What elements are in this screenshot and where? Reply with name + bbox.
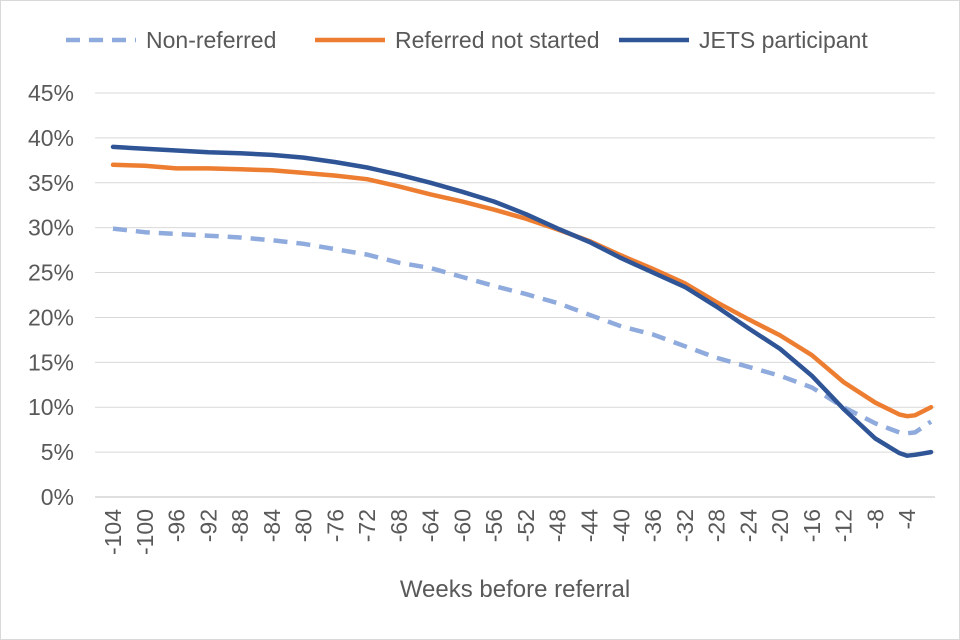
x-tick-label: -4 [894,509,920,530]
x-tick-label: -80 [291,509,317,542]
x-tick-label: -76 [322,509,348,542]
x-tick-label: -8 [862,509,888,529]
y-tick-label: 20% [28,304,74,330]
x-tick-label: -60 [449,509,475,542]
x-tick-label: -56 [481,509,507,542]
x-tick-label: -24 [735,509,761,542]
x-tick-label: -48 [545,509,571,542]
legend-label: Non-referred [146,27,276,53]
x-tick-label: -84 [259,509,285,542]
y-tick-label: 5% [41,439,74,465]
legend: Non-referred Referred not started JETS par… [66,27,868,53]
x-tick-label: -28 [704,509,730,542]
x-tick-label: -88 [227,509,253,542]
y-tick-label: 45% [28,80,74,106]
x-tick-label: -72 [354,509,380,542]
x-tick-label: -40 [608,509,634,542]
series-line-referred-not-started [110,162,934,419]
legend-label: Referred not started [395,27,600,53]
x-tick-label: -104 [100,509,126,555]
x-tick-label: -92 [195,509,221,542]
x-tick-label: -32 [672,509,698,542]
x-tick-label: -36 [640,509,666,542]
x-tick-label: -44 [577,509,603,542]
x-axis-ticks: -104 -100 -96 -92 -88 -84 -80 -76 -72 -68 -64 -60 -5… [100,509,920,555]
gridlines [95,92,935,498]
series-line-non-referred [112,226,933,436]
x-tick-label: -16 [799,509,825,542]
x-tick-label: -68 [386,509,412,542]
y-tick-label: 15% [28,349,74,375]
y-tick-label: 40% [28,125,74,151]
x-tick-label: -20 [767,509,793,542]
series-lines [110,144,934,458]
y-tick-label: 10% [28,394,74,420]
x-axis-title: Weeks before referral [400,576,630,603]
y-axis-ticks: 0% 5% 10% 15% 20% 25% 30% 35% 40% 45% [28,80,74,510]
y-tick-label: 25% [28,260,74,286]
series-line-jets-participant [110,144,934,458]
x-tick-label: -64 [418,509,444,542]
y-tick-label: 30% [28,215,74,241]
x-tick-label: -52 [513,509,539,542]
y-tick-label: 35% [28,170,74,196]
legend-label: JETS participant [699,27,868,53]
y-tick-label: 0% [41,484,74,510]
x-tick-label: -100 [132,509,158,555]
x-tick-label: -12 [831,509,857,542]
x-tick-label: -96 [164,509,190,542]
